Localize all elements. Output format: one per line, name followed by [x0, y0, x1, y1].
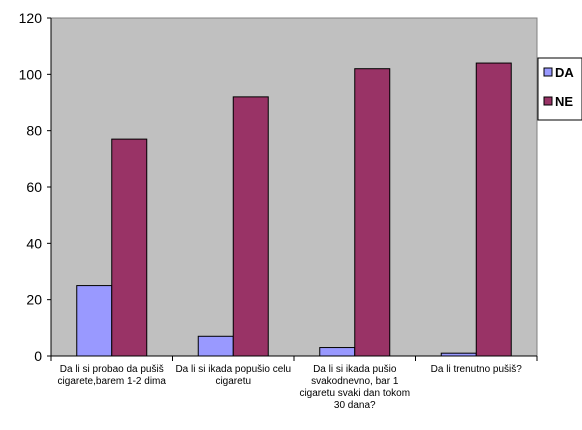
bars — [76, 62, 512, 357]
x-tick-label-line: Da li si ikada pušio — [313, 364, 397, 375]
y-tick-label: 20 — [26, 292, 42, 308]
x-tick-label-line: 30 dana? — [334, 400, 376, 411]
bar-ne-1 — [111, 138, 148, 357]
bar-da-4 — [440, 352, 477, 357]
legend-label-ne: NE — [555, 94, 573, 109]
x-tick-label-line: cigaretu — [215, 376, 251, 387]
x-tick-label: Da li si ikada pušio svakodnevno, bar 1 ci… — [299, 364, 410, 411]
bar-da-2 — [197, 335, 234, 357]
y-tick-label: 40 — [26, 235, 42, 251]
y-tick-label: 60 — [26, 179, 42, 195]
y-tick-label: 80 — [26, 123, 42, 139]
legend-label-da: DA — [555, 65, 574, 80]
x-tick-label-line: Da li trenutno pušiš? — [431, 364, 523, 375]
bar-da-3 — [319, 347, 356, 357]
x-tick-label-line: Da li si ikada popušio celu — [175, 364, 291, 375]
bar-ne-2 — [232, 96, 269, 357]
bar-da-1 — [76, 285, 113, 357]
legend: DA NE — [537, 57, 582, 121]
x-tick-label: Da li trenutno pušiš? — [431, 364, 523, 375]
x-tick-label-line: Da li si probao da pušiš — [60, 364, 164, 375]
x-tick-label-line: cigarete,barem 1-2 dima — [58, 376, 167, 387]
bar-ne-4 — [475, 62, 512, 357]
legend-swatch-da — [543, 67, 553, 77]
y-tick-label: 0 — [34, 348, 42, 364]
y-axis: 0 20 40 60 80 100 120 — [19, 10, 52, 364]
x-tick-label-line: cigaretu svaki dan tokom — [299, 388, 410, 399]
legend-swatch-ne — [543, 96, 553, 106]
x-tick-label: Da li si probao da pušiš cigarete,barem 1… — [58, 364, 167, 387]
y-tick-label: 120 — [19, 10, 43, 26]
y-tick-label: 100 — [19, 66, 43, 82]
bar-ne-3 — [354, 68, 391, 357]
x-axis: Da li si probao da pušiš cigarete,barem 1… — [50, 355, 538, 411]
x-tick-label-line: svakodnevno, bar 1 — [311, 376, 399, 387]
x-tick-label: Da li si ikada popušio celu cigaretu — [175, 364, 291, 387]
